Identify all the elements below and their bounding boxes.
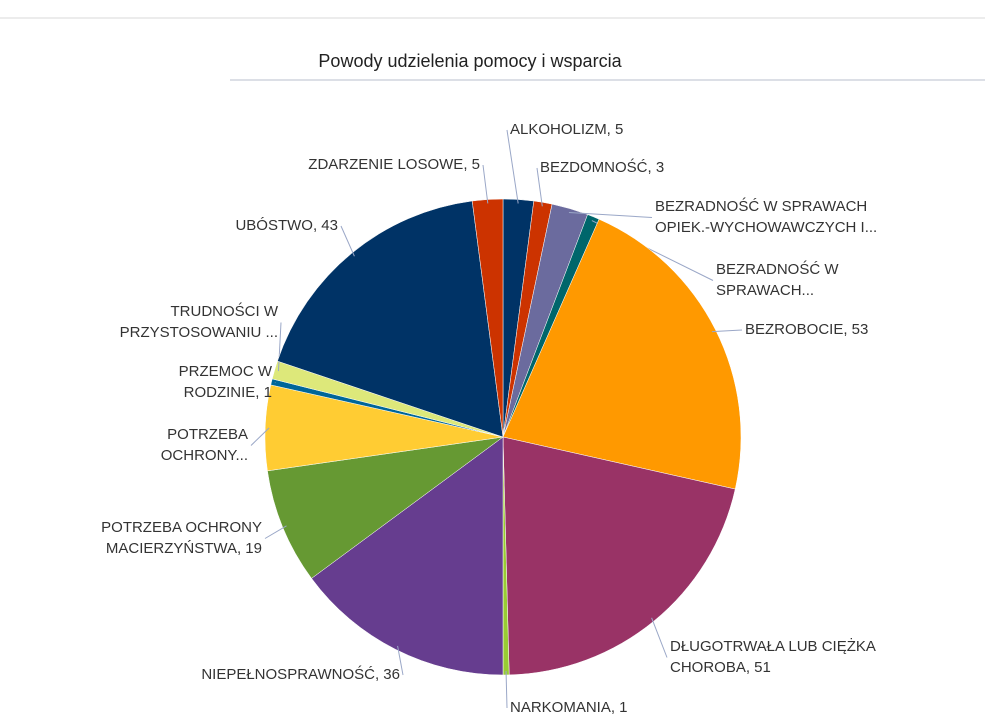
leader-line xyxy=(340,225,355,257)
slice-label: POTRZEBA OCHRONY xyxy=(101,519,262,536)
slice-label: OPIEK.-WYCHOWAWCZYCH I... xyxy=(655,219,877,236)
slice-label: TRUDNOŚCI W xyxy=(171,302,279,320)
slice-label: ZDARZENIE LOSOWE, 5 xyxy=(308,156,480,173)
pie-slice xyxy=(502,218,742,490)
slice-label: UBÓSTWO, 43 xyxy=(235,217,338,234)
leader-line xyxy=(506,129,519,204)
slice-label: BEZRADNOŚĆ W xyxy=(716,260,839,278)
leader-line xyxy=(505,670,508,709)
slice-label: NARKOMANIA, 1 xyxy=(510,699,628,716)
slice-label: PRZEMOC W xyxy=(179,363,273,380)
slice-label: BEZRADNOŚĆ W SPRAWACH xyxy=(655,197,867,215)
slice-label: BEZDOMNOŚĆ, 3 xyxy=(540,158,664,176)
leader-line xyxy=(264,525,287,539)
pie-slice xyxy=(277,200,504,438)
slice-label: DŁUGOTRWAŁA LUB CIĘŻKA xyxy=(670,637,876,655)
leader-line xyxy=(277,322,282,372)
leader-line xyxy=(536,167,543,207)
slice-label: MACIERZYŃSTWA, 19 xyxy=(106,540,262,557)
leader-line xyxy=(568,211,653,218)
leader-line xyxy=(397,645,404,676)
pie-slice xyxy=(267,436,504,579)
slice-label: NIEPEŁNOSPRAWNOŚĆ, 36 xyxy=(201,665,400,683)
slice-label: BEZROBOCIE, 53 xyxy=(745,321,868,338)
leader-line xyxy=(482,164,489,204)
slice-label: ALKOHOLIZM, 5 xyxy=(510,121,623,138)
slice-label: CHOROBA, 51 xyxy=(670,659,771,676)
slice-label: OCHRONY... xyxy=(161,447,248,464)
slice-label: PRZYSTOSOWANIU ... xyxy=(120,324,278,341)
chart-title: Powody udzielenia pomocy i wsparcia xyxy=(318,51,622,71)
slice-label: POTRZEBA xyxy=(167,426,248,443)
leader-line xyxy=(250,427,270,446)
leader-line xyxy=(651,617,668,658)
pie-slice xyxy=(502,436,736,676)
slice-label: SPRAWACH... xyxy=(716,282,814,299)
pie-slice xyxy=(311,436,504,676)
leader-line xyxy=(711,329,743,333)
slice-label: RODZINIE, 1 xyxy=(184,384,272,401)
